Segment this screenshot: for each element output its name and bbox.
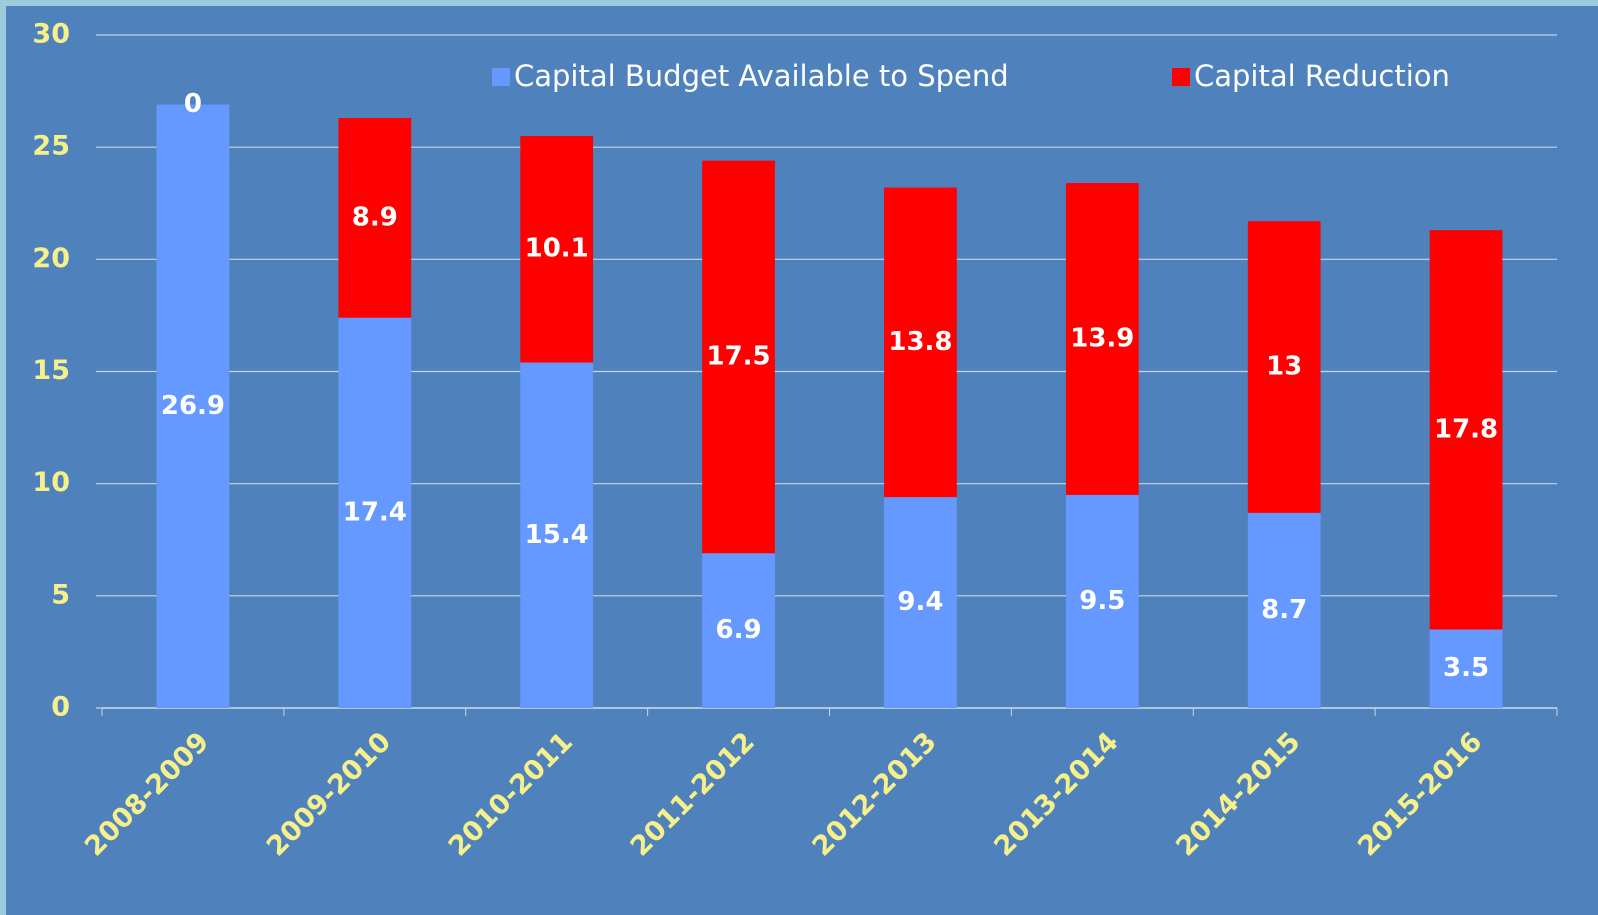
data-label: 26.9 (161, 391, 225, 421)
y-tick-label: 25 (32, 131, 70, 162)
y-tick-label: 15 (32, 355, 70, 386)
data-label: 17.4 (343, 497, 407, 527)
y-tick-label: 30 (32, 19, 70, 50)
data-label: 3.5 (1443, 653, 1489, 683)
data-label: 15.4 (525, 520, 589, 550)
bar-segment (1247, 512, 1321, 708)
legend-marker (1172, 68, 1190, 86)
bar-segment (338, 118, 412, 318)
y-tick-label: 5 (51, 579, 70, 610)
bar-segment (1429, 629, 1503, 708)
chart-background (6, 6, 1598, 915)
bar-segment (338, 317, 412, 708)
data-label: 9.4 (897, 587, 943, 617)
data-label: 17.5 (706, 341, 770, 371)
data-label: 17.8 (1434, 414, 1498, 444)
data-label: 8.7 (1261, 595, 1307, 625)
bar-segment (1065, 494, 1139, 708)
legend-label: Capital Reduction (1194, 59, 1450, 93)
data-label: 13.8 (888, 327, 952, 357)
bar-segment (520, 135, 594, 363)
data-label: 8.9 (352, 202, 398, 232)
bar-segment (884, 497, 957, 708)
bar-segment (1429, 230, 1503, 630)
bar-segment (1065, 183, 1139, 495)
bar-segment (156, 104, 230, 708)
bar-segment (702, 160, 775, 554)
bar-segment (702, 553, 775, 708)
data-label: 6.9 (716, 615, 762, 645)
bar-segment (520, 362, 594, 708)
y-tick-label: 10 (32, 467, 70, 498)
legend-label: Capital Budget Available to Spend (514, 59, 1009, 93)
data-label: 9.5 (1079, 586, 1125, 616)
data-label: 10.1 (525, 234, 589, 264)
legend-marker (492, 68, 510, 86)
data-label: 13.9 (1070, 323, 1134, 353)
y-tick-label: 0 (51, 692, 70, 723)
data-label: 0 (184, 89, 202, 119)
bar-segment (884, 187, 957, 498)
data-label: 13 (1266, 352, 1302, 382)
y-tick-label: 20 (32, 243, 70, 274)
bar-segment (1247, 221, 1321, 513)
